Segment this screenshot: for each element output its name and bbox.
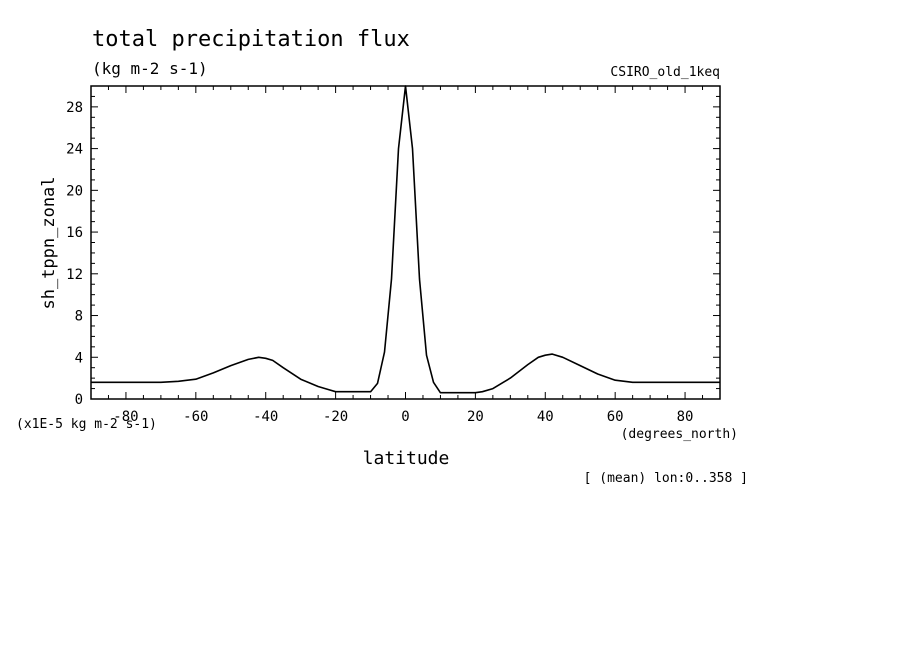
- x-tick-label: -80: [113, 409, 138, 425]
- y-tick-label: 0: [75, 392, 83, 408]
- series-line-0: [91, 85, 720, 394]
- x-units-label: (degrees_north): [621, 427, 738, 442]
- y-tick-label: 8: [75, 309, 83, 325]
- dataset-label: CSIRO_old_1keq: [610, 65, 720, 80]
- x-axis-label: latitude: [363, 448, 450, 469]
- plot-area: [90, 85, 721, 400]
- chart-title: total precipitation flux: [92, 27, 410, 52]
- series-lines: [91, 85, 720, 394]
- x-tick-label: 0: [401, 409, 409, 425]
- x-tick-label: 20: [467, 409, 484, 425]
- footnote: [ (mean) lon:0..358 ]: [584, 471, 748, 486]
- y-axis-label: sh_tppn_zonal: [39, 176, 59, 309]
- x-tick-label: 40: [537, 409, 554, 425]
- y-scale-note: (x1E-5 kg m-2 s-1): [16, 417, 157, 432]
- y-tick-label: 12: [66, 267, 83, 283]
- x-tick-label: 80: [677, 409, 694, 425]
- y-tick-label: 24: [66, 142, 83, 158]
- y-tick-label: 28: [66, 100, 83, 116]
- x-tick-label: 60: [607, 409, 624, 425]
- y-tick-label: 16: [66, 225, 83, 241]
- x-axis-ticks: -80 -60 -40 -20 0 20 40 60 80: [90, 86, 721, 425]
- x-tick-label: -40: [253, 409, 278, 425]
- x-tick-label: -60: [183, 409, 208, 425]
- x-tick-label: -20: [323, 409, 348, 425]
- y-tick-label: 20: [66, 183, 83, 199]
- y-axis-ticks: 0 4 8 12 16 20 24 28: [66, 85, 720, 408]
- chart-subtitle: (kg m-2 s-1): [92, 59, 208, 78]
- plot-border: [90, 85, 721, 400]
- y-tick-label: 4: [75, 350, 83, 366]
